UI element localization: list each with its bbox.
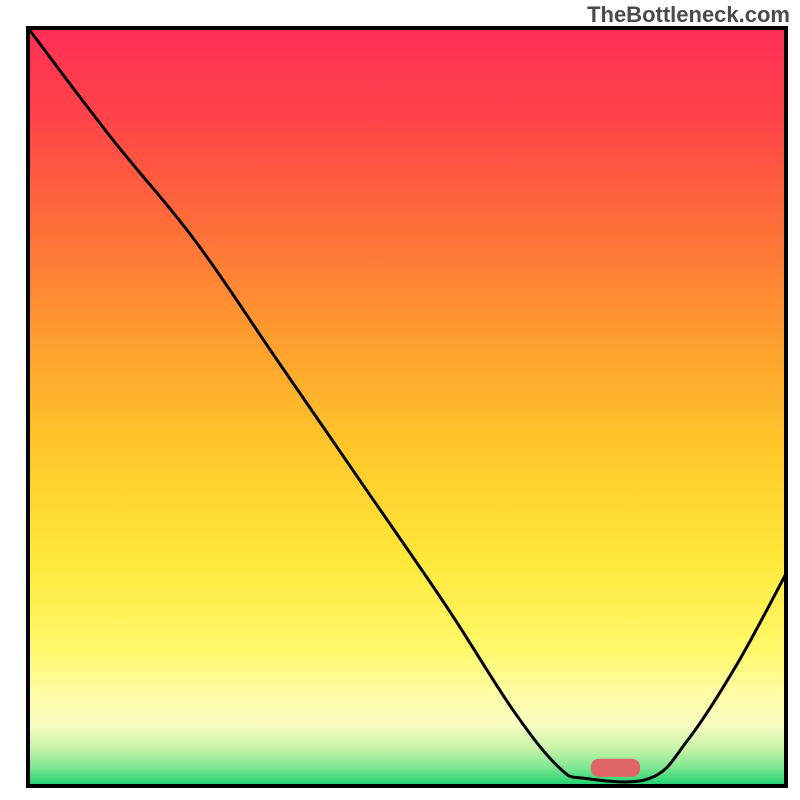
optimal-marker	[591, 759, 640, 777]
plot-background	[28, 28, 786, 786]
bottleneck-chart	[0, 0, 800, 800]
watermark-text: TheBottleneck.com	[587, 2, 790, 28]
